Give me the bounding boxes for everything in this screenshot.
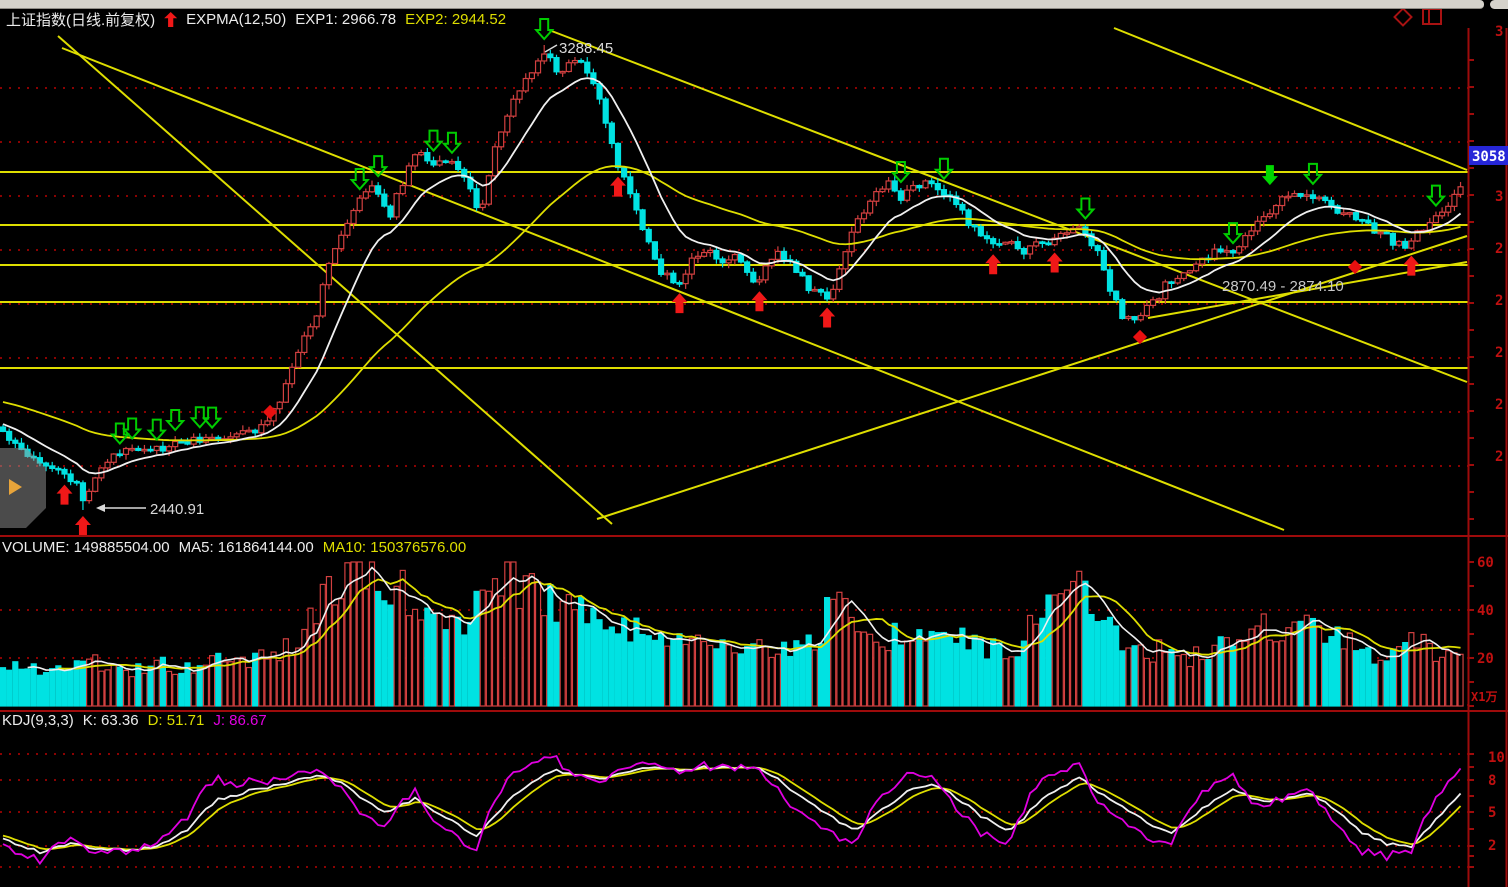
volume-ma10-value: MA10: 150376576.00	[322, 539, 467, 556]
svg-text:60: 60	[1477, 555, 1494, 571]
svg-text:8: 8	[1488, 773, 1496, 789]
instrument-title: 上证指数(日线.前复权)	[6, 12, 156, 29]
svg-text:3: 3	[1495, 24, 1503, 40]
svg-text:2: 2	[1495, 241, 1503, 257]
horizontal-scrollbar[interactable]	[0, 0, 1484, 9]
kdj-k-value: K: 63.36	[82, 712, 139, 729]
svg-text:X1万: X1万	[1471, 690, 1497, 704]
svg-text:20: 20	[1477, 651, 1494, 667]
exp1-value: EXP1: 2966.78	[295, 11, 397, 28]
svg-text:2: 2	[1495, 397, 1503, 413]
svg-text:2: 2	[1488, 838, 1496, 854]
panel-expand-tab[interactable]	[0, 448, 46, 528]
expand-arrow-icon	[9, 479, 22, 495]
main-chart-header: 上证指数(日线.前复权) EXPMA(12,50) EXP1: 2966.78 …	[6, 9, 506, 30]
svg-text:2440.91: 2440.91	[150, 501, 204, 518]
corner-icon-group	[1393, 7, 1442, 27]
svg-text:10: 10	[1488, 750, 1505, 766]
kdj-name: KDJ(9,3,3)	[2, 712, 74, 729]
kdj-j-value: J: 86.67	[213, 712, 267, 729]
indicator-name: EXPMA(12,50)	[186, 11, 287, 28]
window-icon[interactable]	[1422, 8, 1442, 25]
svg-text:40: 40	[1477, 603, 1494, 619]
svg-text:3288.45: 3288.45	[559, 40, 613, 57]
svg-text:2: 2	[1495, 449, 1503, 465]
volume-header: VOLUME: 149885504.00 MA5: 161864144.00 M…	[2, 539, 466, 556]
volume-ma5-value: MA5: 161864144.00	[178, 539, 314, 556]
svg-text:5: 5	[1488, 805, 1496, 821]
kdj-header: KDJ(9,3,3) K: 63.36 D: 51.71 J: 86.67	[2, 712, 267, 729]
kdj-d-value: D: 51.71	[147, 712, 205, 729]
svg-text:2: 2	[1495, 293, 1503, 309]
svg-text:2870.49 - 2874.10: 2870.49 - 2874.10	[1222, 278, 1344, 295]
svg-text:3058: 3058	[1472, 149, 1506, 165]
svg-text:3: 3	[1495, 189, 1503, 205]
exp2-value: EXP2: 2944.52	[405, 11, 507, 28]
scrollbar-corner	[1490, 0, 1508, 9]
svg-text:2: 2	[1495, 345, 1503, 361]
diamond-icon[interactable]	[1393, 7, 1413, 27]
up-arrow-icon	[164, 12, 178, 27]
volume-value: VOLUME: 149885504.00	[2, 539, 170, 556]
